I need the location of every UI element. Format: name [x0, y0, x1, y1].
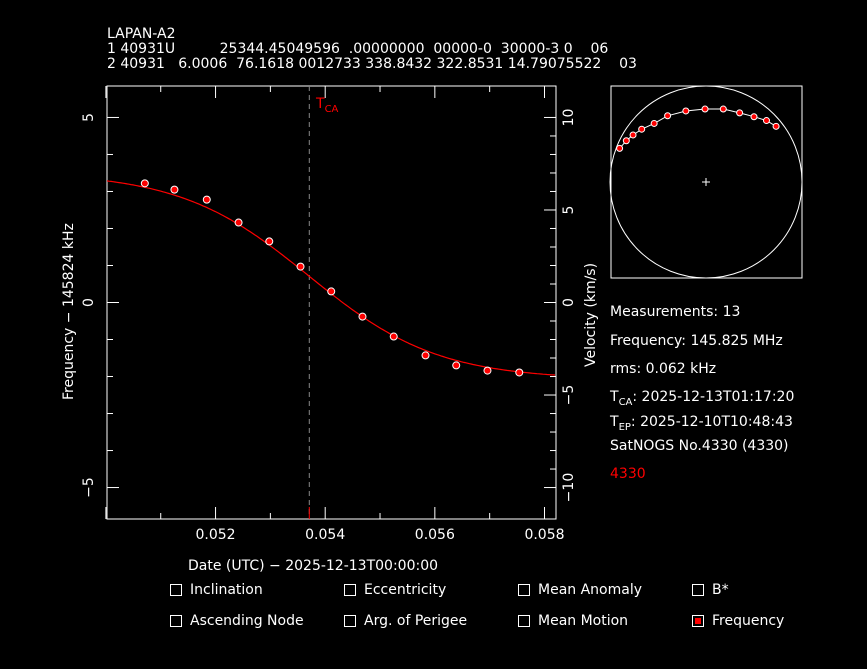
checkbox-label: Arg. of Perigee	[364, 613, 468, 629]
sky-track-point	[682, 107, 690, 115]
x-tick-label: 0.056	[415, 527, 455, 543]
checkbox-b[interactable]: B*	[692, 582, 729, 598]
tep-info: TEP: 2025-12-10T10:48:43	[610, 414, 793, 433]
data-point	[140, 179, 149, 188]
y2-tick-label: −10	[561, 473, 577, 503]
checkbox-box[interactable]	[692, 615, 704, 627]
data-point	[234, 218, 243, 227]
tca-info: TCA: 2025-12-13T01:17:20	[610, 389, 794, 408]
station-info: SatNOGS No.4330 (4330)	[610, 438, 789, 454]
checkbox-label: Eccentricity	[364, 582, 447, 598]
tca-info-label: T	[610, 389, 619, 405]
sky-track-point	[616, 144, 624, 152]
tep-info-label: T	[610, 414, 619, 430]
tca-label: T	[316, 96, 325, 112]
station-id: 4330	[610, 466, 646, 482]
checkbox-box[interactable]	[518, 584, 530, 596]
tca-sub: CA	[324, 104, 339, 115]
data-point	[170, 185, 179, 194]
tle-line-2: 2 40931 6.0006 76.1618 0012733 338.8432 …	[107, 56, 637, 72]
checkbox-label: Ascending Node	[190, 613, 304, 629]
sky-track-point	[629, 131, 637, 139]
checkbox-label: B*	[712, 582, 729, 598]
tep-info-value: : 2025-12-10T10:48:43	[630, 414, 793, 430]
tca-info-value: : 2025-12-13T01:17:20	[632, 389, 795, 405]
checkbox-box[interactable]	[692, 584, 704, 596]
sky-track-point	[650, 119, 658, 127]
checkbox-box[interactable]	[344, 584, 356, 596]
satellite-name: LAPAN-A2	[107, 26, 176, 42]
sky-track-point	[719, 105, 727, 113]
checkbox-box[interactable]	[170, 615, 182, 627]
data-point	[515, 368, 524, 377]
y-tick-label: 5	[81, 113, 97, 122]
checkbox-eccentricity[interactable]: Eccentricity	[344, 582, 446, 598]
plot-frame	[106, 85, 557, 520]
checkbox-box[interactable]	[170, 584, 182, 596]
fit-curve	[106, 180, 556, 376]
checkbox-inclination[interactable]: Inclination	[170, 582, 263, 598]
rms-value: rms: 0.062 kHz	[610, 361, 717, 377]
tca-marker-label: TCA	[316, 97, 338, 117]
sky-horizon-circle	[609, 85, 803, 279]
data-point	[421, 351, 430, 360]
checkbox-label: Mean Motion	[538, 613, 629, 629]
sky-track-point	[622, 137, 630, 145]
checkbox-mean-anomaly[interactable]: Mean Anomaly	[518, 582, 642, 598]
checkbox-ascending-node[interactable]: Ascending Node	[170, 613, 304, 629]
x-tick-label: 0.052	[196, 527, 236, 543]
checkbox-box[interactable]	[518, 615, 530, 627]
x-tick-label: 0.058	[524, 527, 564, 543]
y2-tick-label: 0	[561, 298, 577, 307]
frequency-value: Frequency: 145.825 MHz	[610, 333, 783, 349]
checkbox-box[interactable]	[344, 615, 356, 627]
checkbox-mean-motion[interactable]: Mean Motion	[518, 613, 628, 629]
y-tick-label: 0	[81, 298, 97, 307]
data-point	[452, 361, 461, 370]
checkbox-arg-of-perigee[interactable]: Arg. of Perigee	[344, 613, 467, 629]
y2-tick-label: 10	[561, 109, 577, 127]
tep-info-sub: EP	[618, 422, 631, 433]
checkbox-label: Mean Anomaly	[538, 582, 643, 598]
sky-track-point	[736, 109, 744, 117]
checkbox-label: Inclination	[190, 582, 263, 598]
data-point	[296, 262, 305, 271]
tca-info-sub: CA	[618, 397, 633, 408]
y2-tick-label: 5	[561, 206, 577, 215]
y-axis-label: Frequency − 145824 kHz	[61, 223, 77, 400]
sky-track-point	[772, 122, 780, 130]
sky-track-point	[750, 113, 758, 121]
y2-tick-label: −5	[561, 385, 577, 406]
data-point	[265, 237, 274, 246]
data-point	[327, 287, 336, 296]
checkbox-frequency[interactable]: Frequency	[692, 613, 784, 629]
y2-axis-label: Velocity (km/s)	[583, 262, 599, 367]
sky-track-point	[664, 112, 672, 120]
sky-track-point	[762, 117, 770, 125]
x-axis-label: Date (UTC) − 2025-12-13T00:00:00	[188, 558, 439, 574]
sky-track-point	[638, 125, 646, 133]
data-point	[483, 366, 492, 375]
y-tick-label: −5	[81, 477, 97, 498]
x-tick-label: 0.054	[305, 527, 345, 543]
checkbox-label: Frequency	[712, 613, 785, 629]
sky-track-point	[701, 105, 709, 113]
measurements-count: Measurements: 13	[610, 304, 741, 320]
tle-line-1: 1 40931U 25344.45049596 .00000000 00000-…	[107, 41, 609, 57]
data-point	[389, 332, 398, 341]
data-point	[358, 312, 367, 321]
data-point	[202, 195, 211, 204]
